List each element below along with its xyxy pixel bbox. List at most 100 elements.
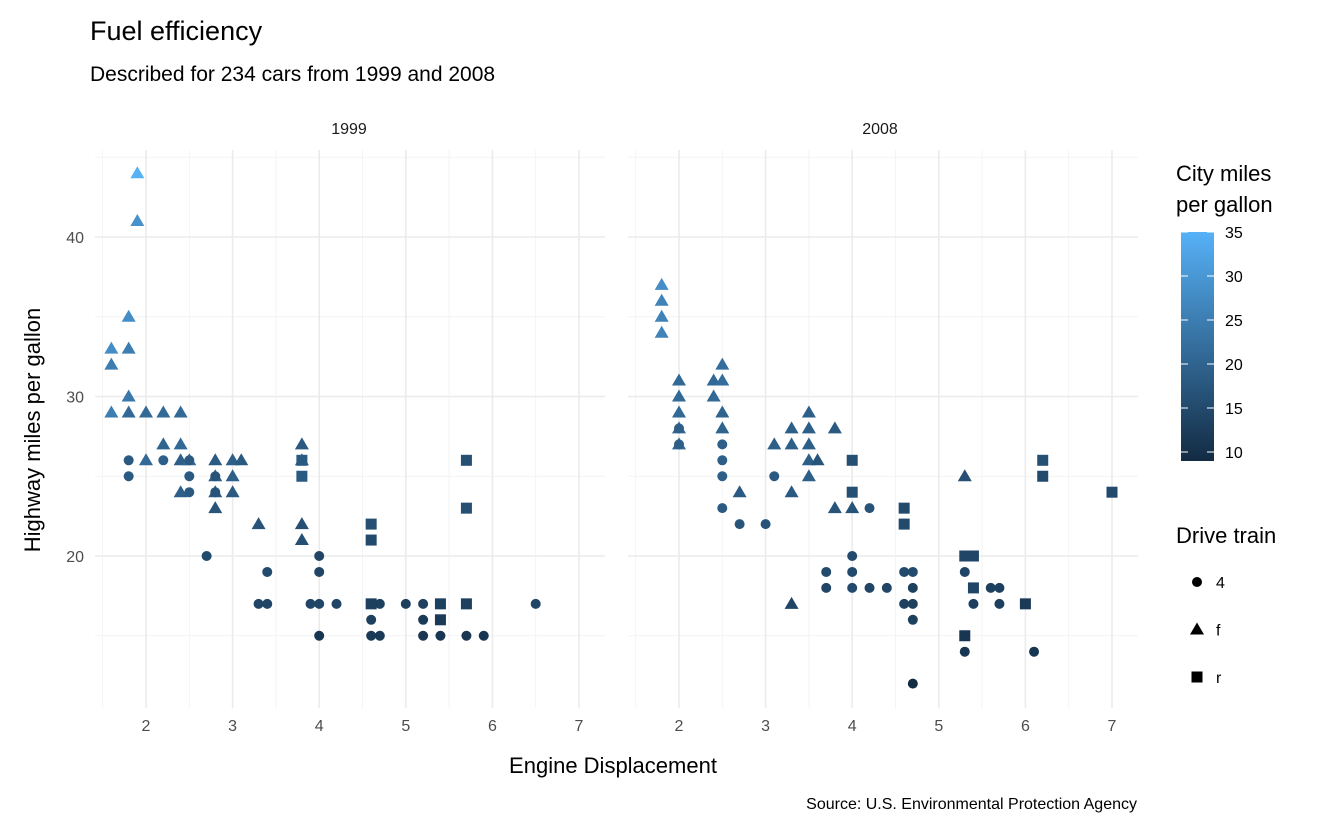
data-point (104, 405, 119, 418)
data-point (959, 550, 971, 562)
data-point (366, 630, 377, 641)
data-point (225, 485, 240, 498)
data-point (957, 469, 972, 482)
data-point (1037, 470, 1049, 482)
data-point (784, 596, 799, 609)
data-point (717, 439, 728, 450)
data-point (184, 471, 195, 482)
data-point (435, 630, 446, 641)
data-point (672, 405, 686, 418)
data-point (460, 454, 472, 466)
data-point (530, 598, 541, 609)
caption: Source: U.S. Environmental Protection Ag… (806, 796, 1137, 813)
data-point (374, 598, 385, 609)
data-point (294, 517, 309, 530)
data-point (959, 630, 971, 642)
x-axis-title: Engine Displacement (509, 753, 717, 778)
data-point (674, 423, 684, 434)
data-point (208, 453, 223, 466)
data-point (654, 309, 669, 322)
data-point (968, 598, 979, 609)
data-point (801, 421, 816, 434)
data-point (846, 486, 858, 498)
data-point (104, 341, 119, 354)
legend-item-f: f (1190, 622, 1221, 640)
data-point (123, 471, 134, 482)
x-tick-label: 3 (228, 718, 237, 735)
data-point (715, 421, 730, 434)
data-point (460, 598, 472, 610)
color-bar-tick-label: 20 (1225, 357, 1243, 374)
data-point (374, 630, 385, 641)
chart-title: Fuel efficiency (90, 16, 263, 46)
data-point (907, 598, 918, 609)
data-point (899, 566, 910, 577)
data-point (418, 598, 429, 609)
data-point (400, 598, 411, 609)
y-axis-title: Highway miles per gallon (20, 308, 45, 553)
data-point (821, 566, 832, 577)
data-point (827, 501, 842, 514)
data-point (717, 455, 728, 466)
color-bar-tick-label: 15 (1225, 401, 1243, 418)
data-point (654, 277, 669, 290)
data-point (225, 469, 240, 482)
circle-icon (1192, 577, 1202, 587)
data-point (706, 389, 721, 402)
x-tick-label: 5 (934, 718, 943, 735)
data-point (210, 471, 221, 482)
color-bar-tick-label: 35 (1225, 225, 1243, 242)
data-point (294, 533, 309, 546)
x-tick-label: 7 (1108, 718, 1117, 735)
x-tick-label: 4 (315, 718, 324, 735)
data-point (296, 454, 308, 466)
data-point (184, 455, 195, 466)
data-point (907, 614, 918, 625)
data-point (674, 439, 684, 450)
data-point (967, 582, 979, 594)
data-point (847, 582, 858, 593)
data-point (262, 598, 273, 609)
data-point (907, 678, 918, 689)
data-point (1019, 598, 1031, 610)
data-point (305, 598, 316, 609)
data-point (845, 501, 860, 514)
x-tick-label: 2 (142, 718, 151, 735)
data-point (864, 503, 875, 514)
data-point (296, 470, 308, 482)
data-point (715, 373, 730, 386)
data-point (173, 485, 188, 498)
data-point (201, 551, 212, 561)
data-point (262, 566, 273, 577)
data-point (253, 598, 264, 609)
data-point (121, 309, 136, 322)
data-point (418, 630, 429, 641)
data-point (672, 389, 686, 402)
data-point (899, 598, 910, 609)
data-point (654, 325, 669, 338)
data-point (184, 487, 195, 498)
data-point (1037, 454, 1049, 466)
data-point (967, 550, 979, 562)
data-point (365, 518, 377, 530)
data-point (1106, 486, 1118, 498)
panel-1999: 2 3 4 5 6 7 20 30 40 (66, 150, 605, 735)
color-bar-tick-label: 10 (1225, 445, 1243, 462)
color-legend: City miles per gallon 10 15 20 25 30 35 (1176, 161, 1273, 462)
data-point (898, 502, 910, 514)
color-bar-tick-label: 25 (1225, 313, 1243, 330)
data-point (121, 389, 136, 402)
data-point (314, 551, 325, 561)
square-icon (1191, 671, 1203, 683)
x-tick-label: 4 (848, 718, 857, 735)
color-legend-title-line2: per gallon (1176, 192, 1273, 217)
data-point (314, 630, 325, 641)
data-point (139, 405, 153, 418)
data-point (898, 518, 910, 530)
y-tick-label: 30 (66, 390, 84, 407)
data-point (121, 341, 136, 354)
shape-legend-title: Drive train (1176, 523, 1276, 548)
legend-item-4: 4 (1192, 575, 1225, 592)
data-point (959, 566, 970, 577)
